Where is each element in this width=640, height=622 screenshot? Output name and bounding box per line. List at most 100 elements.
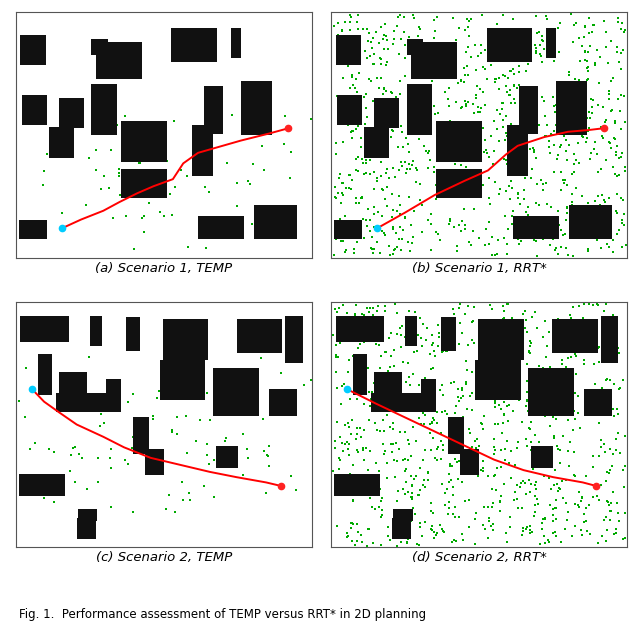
Point	[618, 195, 628, 205]
Point	[569, 20, 579, 30]
Point	[492, 249, 502, 259]
Point	[338, 178, 348, 188]
Point	[454, 221, 464, 231]
Point	[538, 234, 548, 244]
Point	[387, 88, 397, 98]
Point	[479, 147, 490, 157]
Point	[437, 390, 447, 400]
Point	[396, 34, 406, 44]
Point	[620, 167, 630, 177]
Point	[500, 455, 510, 465]
Point	[584, 123, 594, 133]
Point	[369, 222, 380, 232]
Point	[571, 17, 581, 27]
Point	[264, 440, 275, 450]
Point	[370, 418, 380, 428]
Point	[404, 373, 414, 383]
Point	[440, 87, 451, 97]
Point	[561, 243, 571, 253]
Point	[247, 219, 257, 229]
Point	[451, 159, 461, 169]
Point	[129, 244, 140, 254]
Point	[381, 168, 391, 178]
Point	[417, 455, 428, 465]
Point	[476, 103, 486, 113]
Point	[588, 451, 598, 461]
Point	[356, 142, 366, 152]
Point	[305, 374, 316, 384]
Point	[329, 21, 339, 31]
Point	[414, 134, 424, 144]
Point	[582, 126, 593, 136]
Point	[498, 300, 508, 310]
Point	[431, 407, 442, 417]
Point	[365, 226, 376, 236]
Point	[480, 45, 490, 55]
Point	[364, 387, 374, 397]
Point	[362, 24, 372, 34]
Point	[362, 53, 372, 63]
Point	[397, 142, 408, 152]
Point	[593, 300, 604, 310]
Bar	[172, 28, 218, 62]
Point	[606, 498, 616, 508]
Point	[305, 114, 316, 124]
Point	[577, 41, 587, 51]
Point	[340, 247, 350, 257]
Point	[560, 175, 570, 185]
Point	[365, 155, 375, 165]
Point	[392, 308, 402, 318]
Point	[428, 338, 438, 348]
Point	[468, 316, 478, 326]
Point	[143, 198, 154, 208]
Point	[410, 307, 420, 317]
Point	[184, 495, 195, 505]
Point	[349, 244, 359, 254]
Point	[38, 180, 48, 190]
Point	[432, 455, 442, 465]
Point	[363, 363, 373, 373]
Point	[463, 22, 473, 32]
Point	[509, 496, 519, 506]
Point	[512, 443, 522, 453]
Point	[522, 359, 532, 369]
Point	[381, 164, 392, 174]
Point	[205, 415, 215, 425]
Point	[473, 107, 483, 117]
Bar	[49, 126, 74, 158]
Point	[340, 17, 350, 27]
Point	[401, 133, 411, 143]
Point	[619, 91, 629, 101]
Point	[525, 445, 536, 455]
Point	[437, 479, 447, 489]
Point	[478, 466, 488, 476]
Point	[454, 512, 464, 522]
Point	[291, 485, 301, 494]
Point	[479, 240, 490, 250]
Point	[521, 490, 531, 499]
Point	[451, 241, 461, 251]
Point	[248, 159, 258, 169]
Point	[524, 202, 534, 211]
Point	[497, 122, 508, 132]
Point	[466, 52, 476, 62]
Point	[614, 170, 624, 180]
Point	[559, 178, 570, 188]
Point	[498, 418, 508, 428]
Point	[369, 49, 379, 59]
Point	[613, 17, 623, 27]
Point	[534, 437, 545, 447]
Point	[81, 200, 92, 210]
Point	[531, 198, 541, 208]
Point	[464, 494, 474, 504]
Point	[426, 498, 436, 508]
Point	[408, 422, 418, 432]
Point	[123, 458, 133, 468]
Point	[588, 462, 598, 472]
Point	[344, 83, 355, 93]
Point	[450, 454, 460, 464]
Point	[374, 340, 384, 350]
Point	[381, 31, 391, 41]
Point	[525, 144, 535, 154]
Point	[606, 106, 616, 116]
